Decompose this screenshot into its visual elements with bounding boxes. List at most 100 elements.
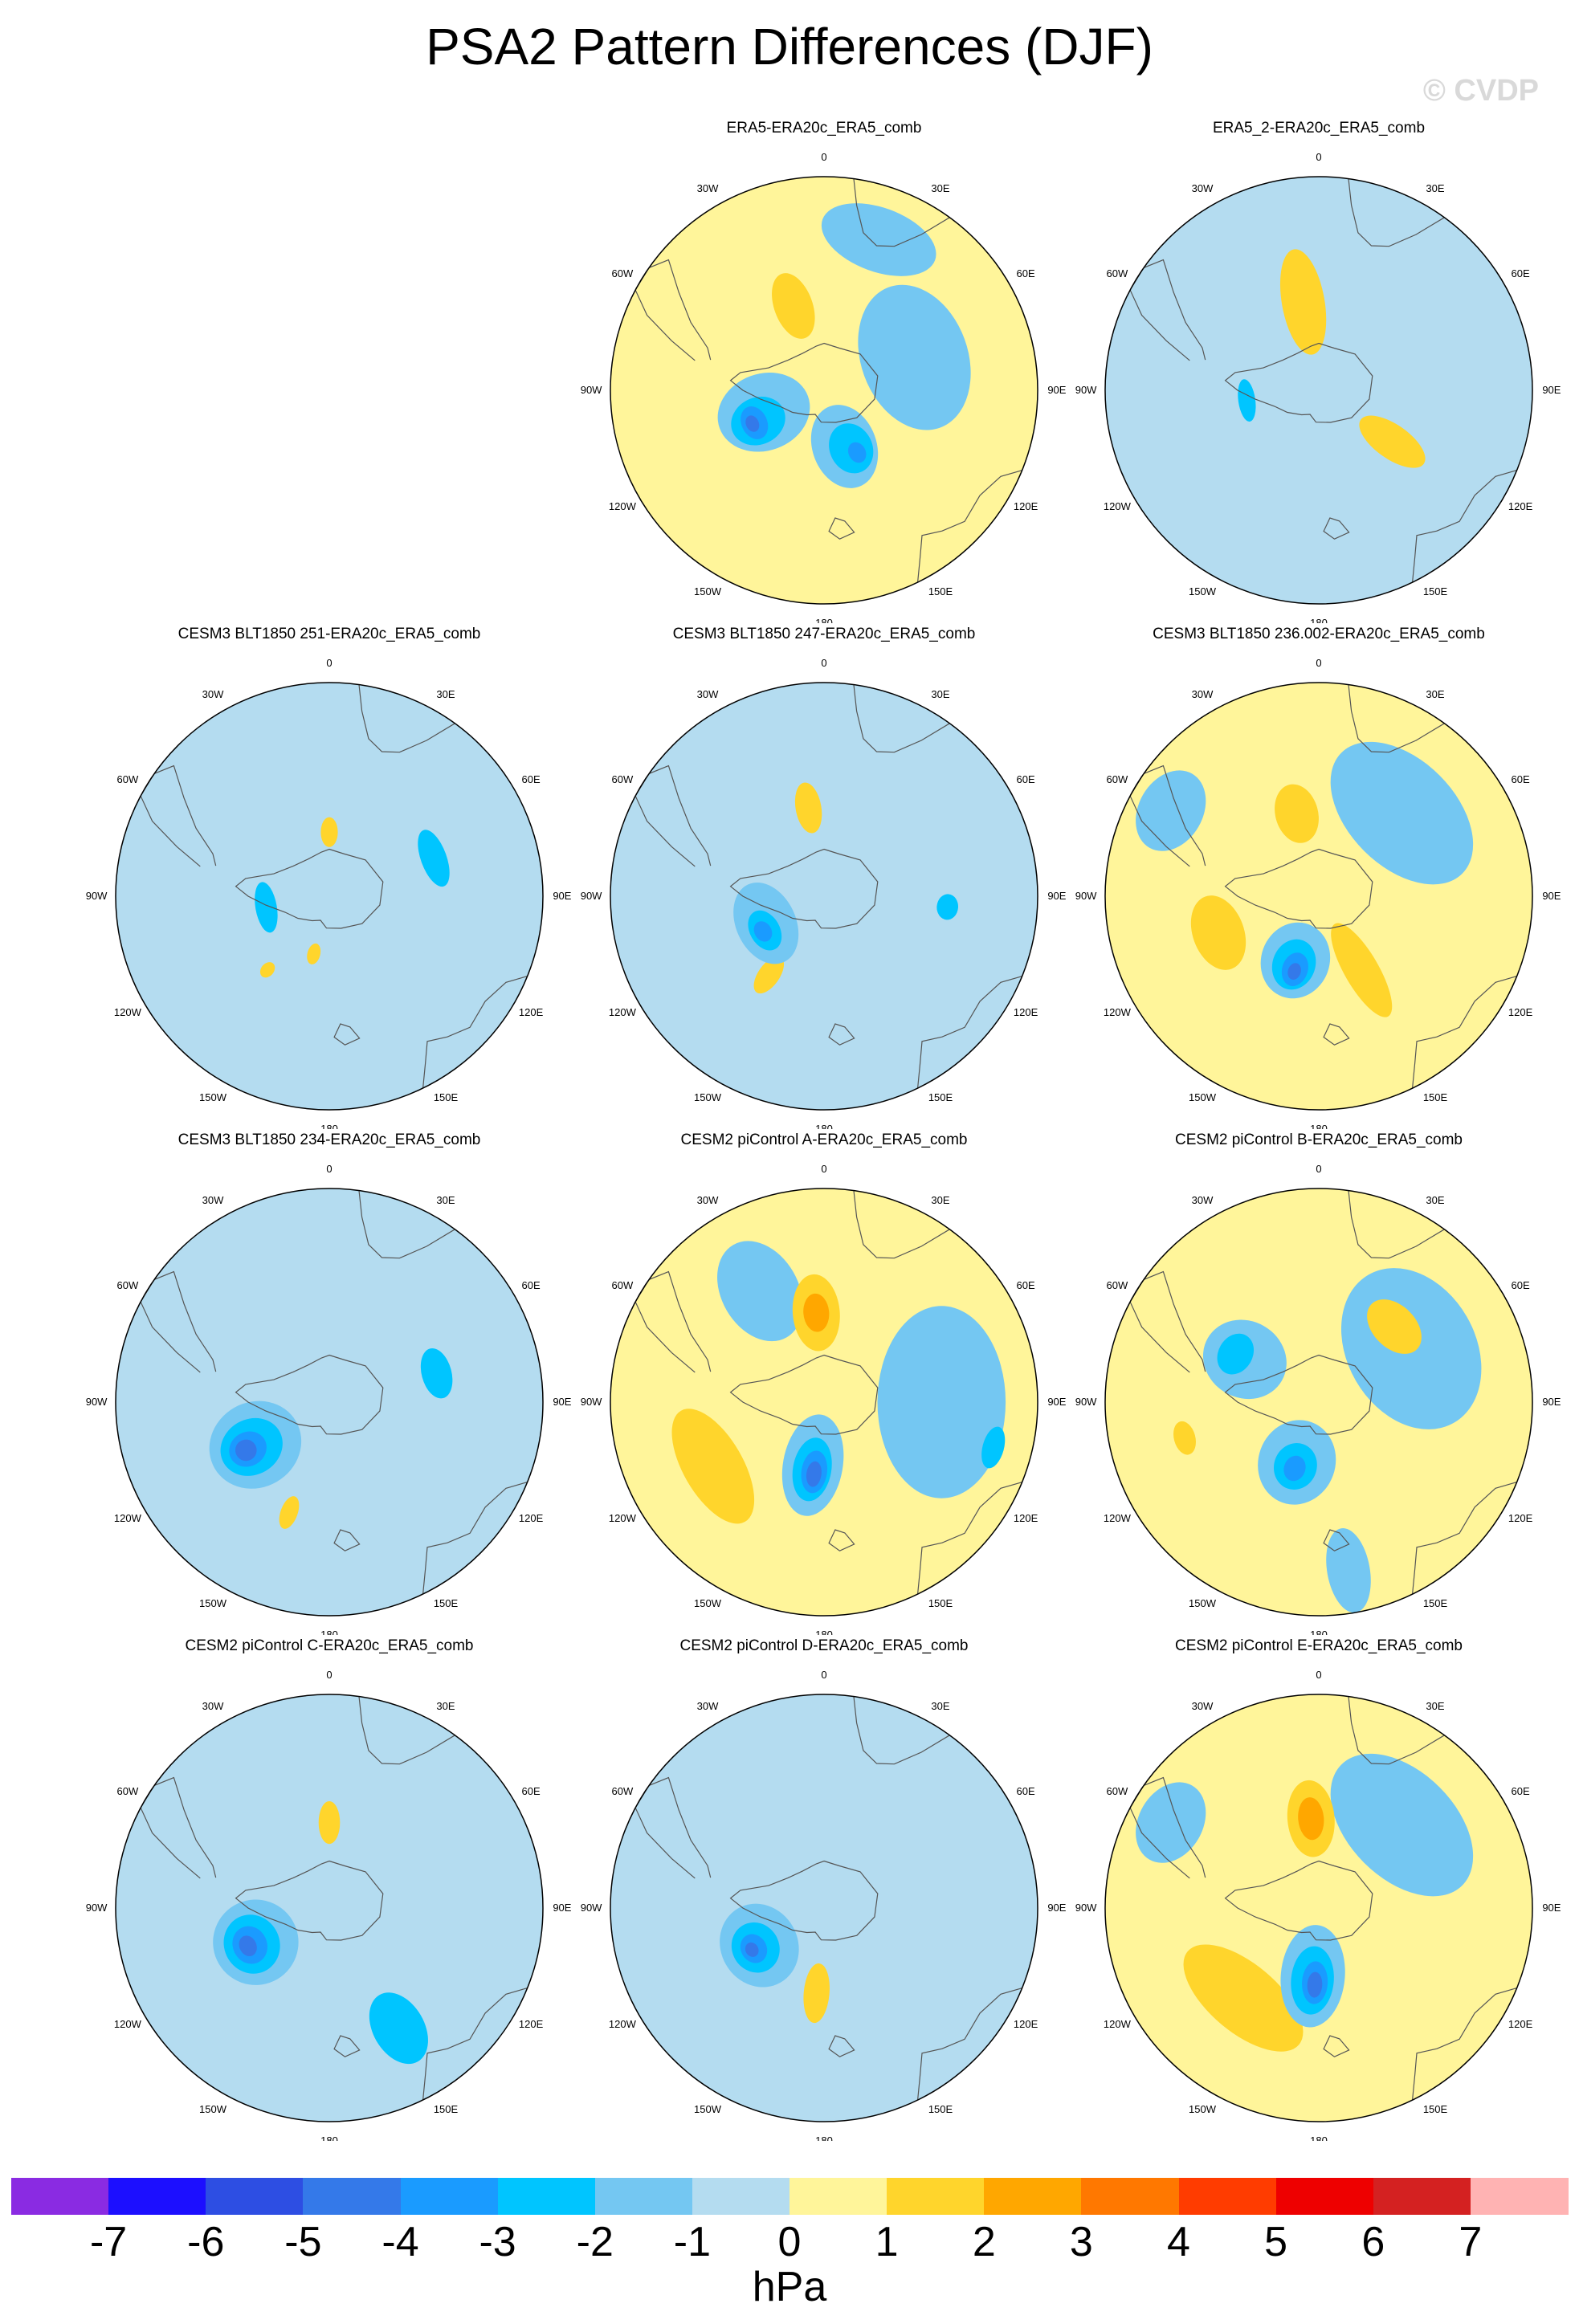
coastline: [828, 2035, 855, 2057]
longitude-label: 150W: [694, 585, 722, 597]
map-background: [116, 1694, 543, 2122]
anomaly-contour: [1279, 249, 1327, 355]
colorbar: [11, 2178, 1569, 2215]
longitude-label: 60W: [117, 1785, 139, 1797]
map-background: [610, 177, 1038, 604]
coastline: [333, 1529, 361, 1551]
anomaly-contour: [239, 1935, 257, 1957]
longitude-label: 90E: [1047, 1902, 1066, 1914]
longitude-label: 150W: [694, 2103, 722, 2115]
coastline: [422, 976, 528, 1089]
coastline: [140, 764, 217, 867]
anomaly-contour: [1217, 1333, 1255, 1375]
longitude-label: 30W: [202, 1700, 224, 1712]
longitude-label: 90E: [1047, 384, 1066, 396]
map-border: [610, 682, 1038, 1111]
longitude-label: 90E: [553, 1396, 571, 1408]
coastline: [140, 1270, 217, 1373]
longitude-label: 30E: [1426, 688, 1444, 700]
map-background: [1105, 1694, 1532, 2122]
longitude-label: 90W: [1075, 1396, 1097, 1408]
longitude-label: 150W: [694, 1091, 722, 1103]
anomaly-contour: [1359, 415, 1426, 468]
longitude-label: 30E: [1426, 182, 1444, 194]
coastline: [853, 178, 950, 247]
anomaly-contour: [1307, 1971, 1323, 1998]
panel-title: ERA5_2-ERA20c_ERA5_comb: [1212, 120, 1426, 137]
longitude-label: 150W: [1189, 2103, 1217, 2115]
coastline: [1129, 1776, 1206, 1879]
coastline: [358, 684, 455, 753]
colorbar-segment: [984, 2178, 1082, 2215]
coastline: [917, 1988, 1022, 2101]
longitude-label: 60W: [1107, 1785, 1128, 1797]
coastline: [1224, 342, 1373, 423]
longitude-label: 90W: [1075, 384, 1097, 396]
colorbar-tick-label: -7: [89, 2219, 128, 2265]
coastline: [634, 1270, 712, 1373]
longitude-label: 90E: [1542, 1396, 1561, 1408]
longitude-label: 150E: [1423, 585, 1448, 597]
longitude-label: 90E: [1047, 1396, 1066, 1408]
longitude-label: 0: [821, 151, 826, 163]
colorbar-tick-label: 5: [1264, 2219, 1288, 2265]
map-panel: CESM3 BLT1850 247-ERA20c_ERA5_comb 0 30E 60…: [575, 625, 1073, 1129]
colorbar-segment: [594, 2178, 693, 2215]
longitude-label: 150E: [928, 585, 953, 597]
anomaly-contour: [307, 943, 321, 964]
longitude-label: 30E: [931, 1700, 949, 1712]
longitude-label: 120W: [1104, 1006, 1132, 1018]
anomaly-contour: [369, 1992, 428, 2065]
longitude-label: 120E: [1508, 500, 1533, 512]
longitude-label: 60E: [1512, 267, 1530, 279]
longitude-label: 120E: [1508, 1512, 1533, 1524]
longitude-label: 90E: [553, 1902, 571, 1914]
polar-map: 0 30E 60E 90E 120E 150E 180 150W 120W 90W 60W 30W: [581, 657, 1067, 1129]
anomaly-contour: [1202, 410, 1299, 507]
longitude-label: 60E: [1512, 1785, 1530, 1797]
colorbar-segment: [497, 2178, 596, 2215]
longitude-label: 90W: [86, 890, 108, 902]
longitude-label: 150W: [199, 2103, 227, 2115]
anomaly-contour: [717, 1241, 803, 1342]
coastline: [1323, 1529, 1350, 1551]
longitude-label: 120W: [609, 1006, 637, 1018]
longitude-label: 150W: [199, 1091, 227, 1103]
longitude-label: 30E: [1426, 1194, 1444, 1206]
longitude-label: 60W: [612, 1279, 634, 1291]
anomaly-contour: [916, 1981, 945, 2013]
coastline: [828, 1529, 855, 1551]
colorbar-segment: [1275, 2178, 1374, 2215]
anomaly-contour: [806, 1461, 822, 1487]
longitude-label: 30W: [202, 1194, 224, 1206]
map-panel: CESM2 piControl E-ERA20c_ERA5_comb 0 30E 60…: [1070, 1637, 1568, 2141]
panel-title: CESM3 BLT1850 236.002-ERA20c_ERA5_comb: [1153, 626, 1485, 642]
longitude-label: 120E: [519, 1512, 544, 1524]
longitude-label: 150E: [928, 1091, 953, 1103]
longitude-label: 0: [1316, 1163, 1321, 1175]
coastline: [235, 848, 384, 929]
longitude-label: 30E: [931, 688, 949, 700]
anomaly-contour: [1287, 963, 1301, 980]
coastline: [1348, 684, 1445, 753]
panel-title: CESM2 piControl E-ERA20c_ERA5_comb: [1175, 1637, 1463, 1654]
longitude-label: 60W: [1107, 773, 1128, 785]
anomaly-contour: [318, 1801, 341, 1845]
coastline: [1412, 470, 1517, 583]
longitude-label: 60W: [117, 1279, 139, 1291]
longitude-label: 180: [815, 1123, 833, 1129]
colorbar-segment: [790, 2178, 887, 2215]
anomaly-contour: [671, 1409, 755, 1524]
anomaly-contour: [1367, 1299, 1422, 1354]
coastline: [917, 1482, 1022, 1595]
anomaly-contour: [772, 273, 815, 339]
anomaly-contour: [360, 856, 447, 963]
longitude-label: 0: [326, 657, 332, 669]
longitude-label: 0: [821, 657, 826, 669]
longitude-label: 180: [1310, 1629, 1328, 1635]
map-panel: CESM3 BLT1850 236.002-ERA20c_ERA5_comb 0 3…: [1070, 625, 1568, 1129]
longitude-label: 60W: [117, 773, 139, 785]
polar-map: 0 30E 60E 90E 120E 150E 180 150W 120W 90W 60W 30W: [581, 1669, 1067, 2141]
coastline: [1224, 1354, 1373, 1435]
longitude-label: 90E: [1047, 890, 1066, 902]
